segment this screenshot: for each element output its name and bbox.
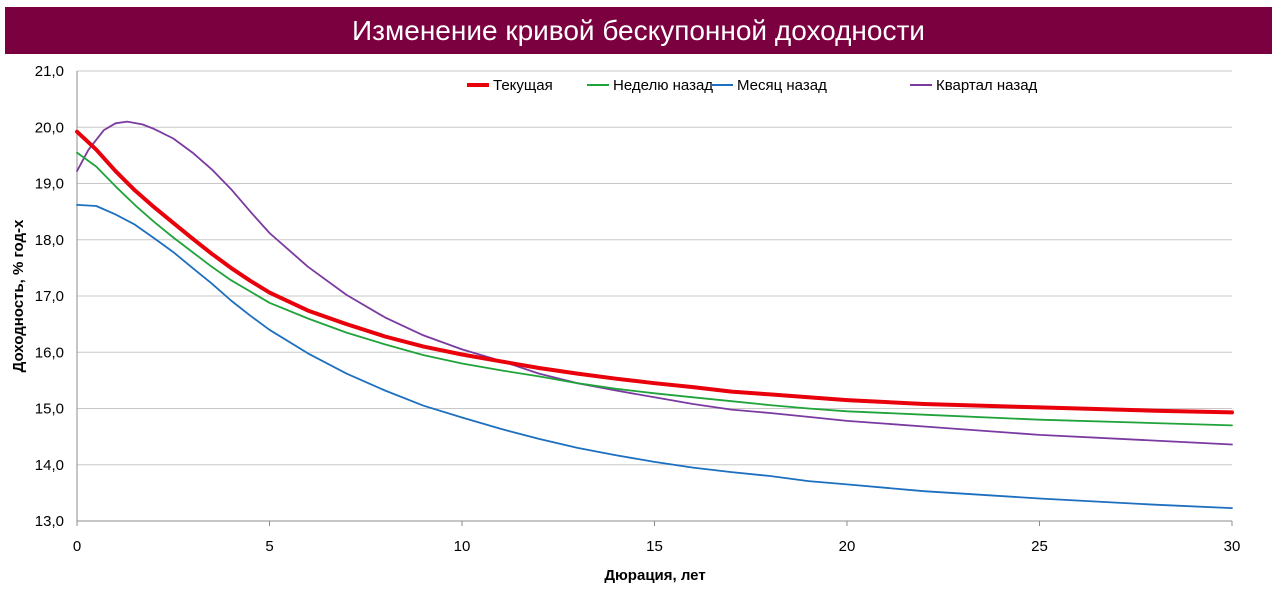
x-axis-label: Дюрация, лет [604, 567, 705, 584]
legend: Текущая Неделю назад Месяц назад Квартал на… [467, 77, 1038, 94]
y-tick-label: 16,0 [35, 344, 64, 361]
x-tick-label: 5 [265, 538, 273, 555]
series-lines [75, 120, 1234, 510]
x-tick-label: 0 [73, 538, 81, 555]
y-tick-labels: 13,0 14,0 15,0 16,0 17,0 18,0 19,0 20,0 21,0 [35, 63, 64, 530]
x-tick-label: 15 [646, 538, 663, 555]
series-line [75, 129, 1234, 415]
y-tick-label: 21,0 [35, 63, 64, 80]
legend-label: Неделю назад [613, 77, 713, 94]
grid-lines [77, 70, 1232, 466]
chart-title: Изменение кривой бескупонной доходности [5, 7, 1272, 54]
y-tick-label: 20,0 [35, 119, 64, 136]
legend-label: Квартал назад [936, 77, 1038, 94]
series-line [76, 151, 1233, 427]
x-tick-label: 30 [1224, 538, 1241, 555]
y-tick-label: 18,0 [35, 232, 64, 249]
y-tick-label: 17,0 [35, 288, 64, 305]
series-line [76, 203, 1233, 510]
y-tick-label: 15,0 [35, 401, 64, 418]
y-tick-label: 19,0 [35, 176, 64, 193]
x-tick-label: 20 [839, 538, 856, 555]
legend-label: Месяц назад [737, 77, 827, 94]
y-tick-label: 13,0 [35, 513, 64, 530]
x-tick-label: 10 [454, 538, 471, 555]
series-line [76, 120, 1233, 446]
axes [76, 71, 1233, 526]
x-tick-label: 25 [1031, 538, 1048, 555]
x-tick-labels: 0 5 10 15 20 25 30 [73, 538, 1241, 555]
legend-label: Текущая [493, 77, 553, 94]
y-tick-label: 14,0 [35, 457, 64, 474]
y-axis-label: Доходность, % год-х [10, 219, 27, 372]
